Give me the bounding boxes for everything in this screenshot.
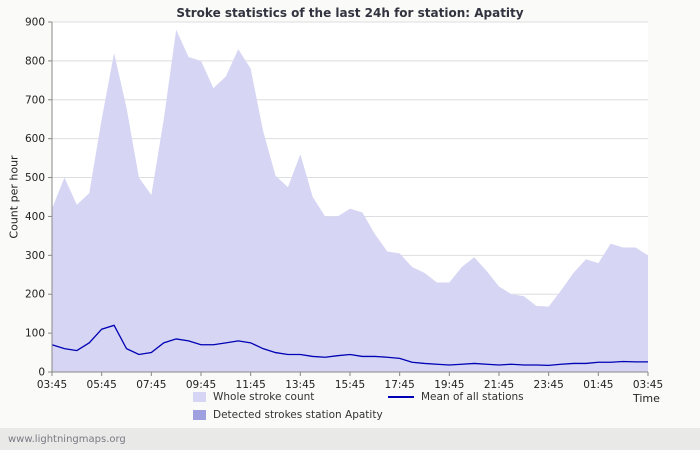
axis-line [51,22,648,373]
whole-stroke-count-swatch [193,392,206,402]
y-tick-label: 700 [25,94,45,106]
legend-label-whole-stroke-count: Whole stroke count [213,391,315,403]
legend-item-detected-strokes: Detected strokes station Apatity [193,409,383,421]
y-tick-label: 900 [25,17,45,29]
x-tick-label: 21:45 [484,379,514,391]
detected-strokes-swatch [193,410,206,420]
x-tick-label: 05:45 [87,379,117,391]
axes [48,21,649,376]
y-tick-label: 400 [25,211,45,223]
mean-line [51,324,648,367]
area-series [52,29,648,373]
x-tick-label: 09:45 [186,379,216,391]
x-tick-label: 15:45 [335,379,365,391]
legend-item-mean-of-all-stations: Mean of all stations [388,391,524,403]
x-tick-label: 01:45 [583,379,613,391]
x-tick-label: 23:45 [534,379,564,391]
x-tick-label: 03:45 [633,379,663,391]
x-tick-label: 19:45 [434,379,464,391]
y-tick-label: 600 [25,133,45,145]
x-tick-label: 03:45 [37,379,67,391]
mean-line-series [51,324,648,367]
x-axis-label: Time [633,392,660,405]
y-tick-label: 100 [25,328,45,340]
x-tick-label: 13:45 [285,379,315,391]
x-tick-label: 11:45 [236,379,266,391]
legend-label-mean-of-all-stations: Mean of all stations [421,391,524,403]
footer-bar: www.lightningmaps.org [0,428,700,450]
legend-label-detected-strokes: Detected strokes station Apatity [213,409,383,421]
whole-stroke-count-area [52,29,648,373]
y-tick-label: 200 [25,289,45,301]
y-tick-labels: 0 100 200 300 400 500 600 700 800 900 [25,17,45,379]
mean-line-swatch [388,396,414,398]
x-tick-label: 17:45 [385,379,415,391]
x-tick-labels: 03:45 05:45 07:45 09:45 11:45 13:45 15:45 17:45… [37,379,663,391]
chart-title: Stroke statistics of the last 24h for st… [176,6,524,20]
x-tick-label: 07:45 [136,379,166,391]
y-tick-label: 300 [25,250,45,262]
y-tick-label: 500 [25,172,45,184]
watermark: www.lightningmaps.org [8,433,126,445]
y-tick-label: 0 [38,367,45,379]
y-tick-label: 800 [25,55,45,67]
legend-item-whole-stroke-count: Whole stroke count [193,391,314,403]
